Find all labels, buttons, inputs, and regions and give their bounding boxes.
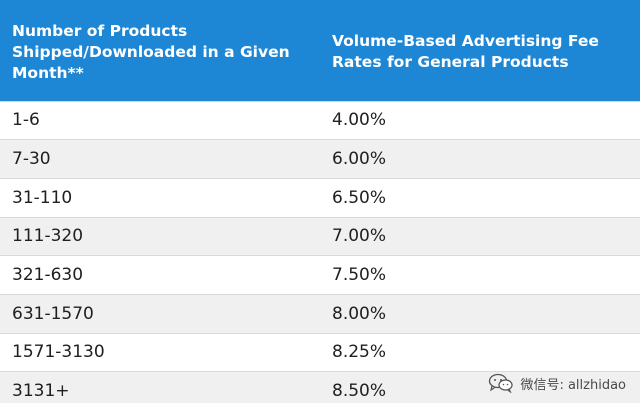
wechat-icon (488, 373, 514, 394)
column-header-fee-rates: Volume-Based Advertising Fee Rates for G… (332, 32, 599, 71)
table-row: 321-630 7.50% (0, 255, 640, 295)
table-header-row: Number of Products Shipped/Downloaded in… (0, 0, 640, 101)
table-row: 31-110 6.50% (0, 177, 640, 218)
rate-cell: 6.00% (318, 139, 640, 179)
rate-cell: 7.00% (318, 216, 640, 256)
rate-cell: 6.50% (318, 177, 640, 218)
table-header: Number of Products Shipped/Downloaded in… (0, 0, 640, 101)
range-cell: 1-6 (0, 100, 318, 140)
column-header-products: Number of Products Shipped/Downloaded in… (12, 22, 290, 82)
rate-cell: 8.00% (318, 293, 640, 334)
table-row: 1-6 4.00% (0, 100, 640, 140)
range-cell: 631-1570 (0, 293, 318, 334)
range-cell: 111-320 (0, 216, 318, 256)
range-cell: 1571-3130 (0, 332, 318, 372)
rate-cell: 8.50% (318, 371, 640, 403)
watermark-text: 微信号: allzhidao (520, 377, 626, 393)
table-row: 1571-3130 8.25% (0, 332, 640, 372)
table-body: 1-6 4.00% 7-30 6.00% 31-110 6.50% 111-32… (0, 100, 640, 403)
range-cell: 7-30 (0, 139, 318, 179)
rate-cell: 8.25% (318, 332, 640, 372)
table-row: 111-320 7.00% (0, 216, 640, 256)
range-cell: 3131+ (0, 371, 318, 403)
table-row: 631-1570 8.00% (0, 293, 640, 334)
rate-cell: 7.50% (318, 255, 640, 295)
rate-cell: 4.00% (318, 100, 640, 140)
watermark: 微信号: allzhidao (488, 373, 626, 394)
table-row: 7-30 6.00% (0, 139, 640, 179)
range-cell: 31-110 (0, 177, 318, 218)
range-cell: 321-630 (0, 255, 318, 295)
table-row: 3131+ 8.50% (0, 371, 640, 403)
